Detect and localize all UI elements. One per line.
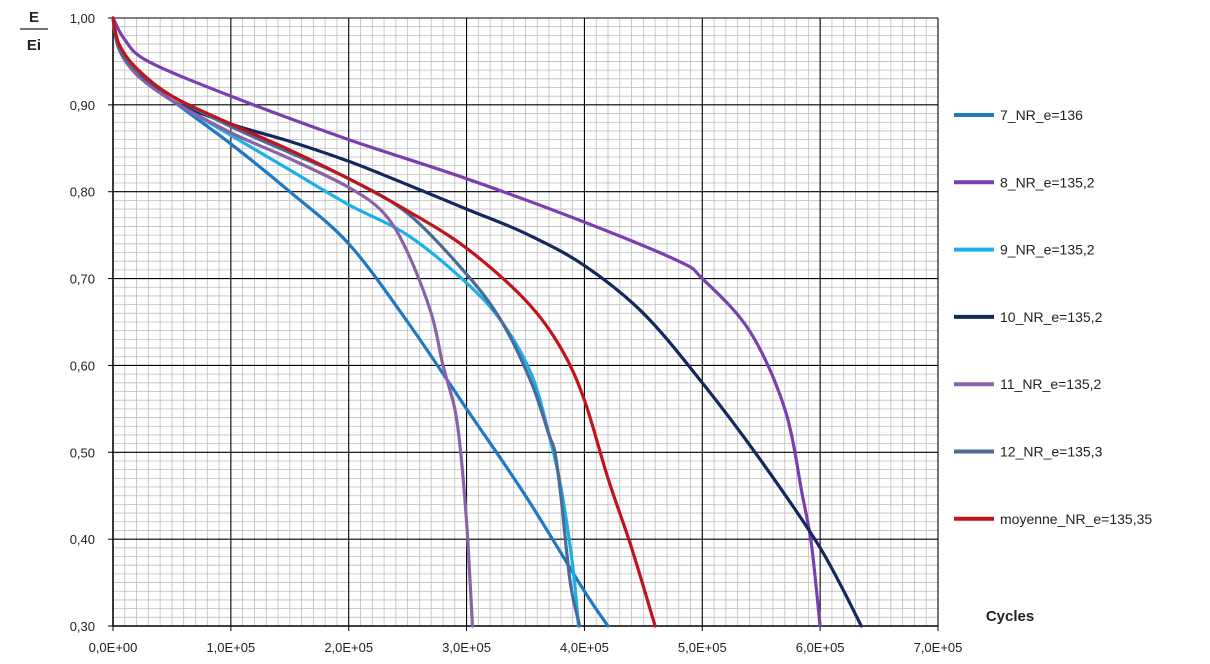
x-tick-label: 3,0E+05	[442, 640, 491, 655]
series-line-7	[111, 16, 657, 628]
axis-titles: E Ei Cycles	[20, 9, 1034, 625]
series-line-2	[111, 16, 822, 628]
series-lines	[111, 16, 863, 628]
y-tick-label: 0,60	[70, 358, 95, 373]
series-line-5	[111, 16, 475, 628]
legend-label: 8_NR_e=135,2	[1000, 174, 1095, 190]
x-tick-label: 4,0E+05	[560, 640, 609, 655]
legend-label: 7_NR_e=136	[1000, 107, 1083, 123]
legend-label: 9_NR_e=135,2	[1000, 242, 1095, 258]
tick-labels: 0,0E+00 1,0E+05 2,0E+05 3,0E+05 4,0E+05 5,0E+…	[70, 11, 963, 655]
legend-label: 10_NR_e=135,2	[1000, 309, 1103, 325]
x-tick-label: 5,0E+05	[678, 640, 727, 655]
x-tick-label: 2,0E+05	[324, 640, 373, 655]
y-tick-label: 1,00	[70, 11, 95, 26]
x-axis-title: Cycles	[986, 608, 1034, 625]
axes	[112, 18, 938, 627]
y-tick-label: 0,80	[70, 185, 95, 200]
y-axis-title-top: E	[29, 9, 39, 26]
y-axis-title-bottom: Ei	[27, 37, 41, 54]
legend-label: 11_NR_e=135,2	[1000, 376, 1102, 392]
x-tick-label: 7,0E+05	[914, 640, 963, 655]
legend: 7_NR_e=136 8_NR_e=135,2 9_NR_e=135,2 10_NR_…	[954, 107, 1152, 527]
x-tick-label: 6,0E+05	[796, 640, 845, 655]
y-tick-label: 0,50	[70, 445, 95, 460]
x-tick-label: 0,0E+00	[89, 640, 138, 655]
y-tick-label: 0,30	[70, 619, 95, 634]
y-tick-label: 0,40	[70, 532, 95, 547]
x-tick-label: 1,0E+05	[206, 640, 255, 655]
minor-gridlines	[113, 18, 938, 626]
y-tick-label: 0,70	[70, 272, 95, 287]
y-tick-label: 0,90	[70, 98, 95, 113]
legend-label: 12_NR_e=135,3	[1000, 444, 1103, 460]
legend-label: moyenne_NR_e=135,35	[1000, 511, 1152, 527]
major-gridlines	[112, 17, 939, 627]
